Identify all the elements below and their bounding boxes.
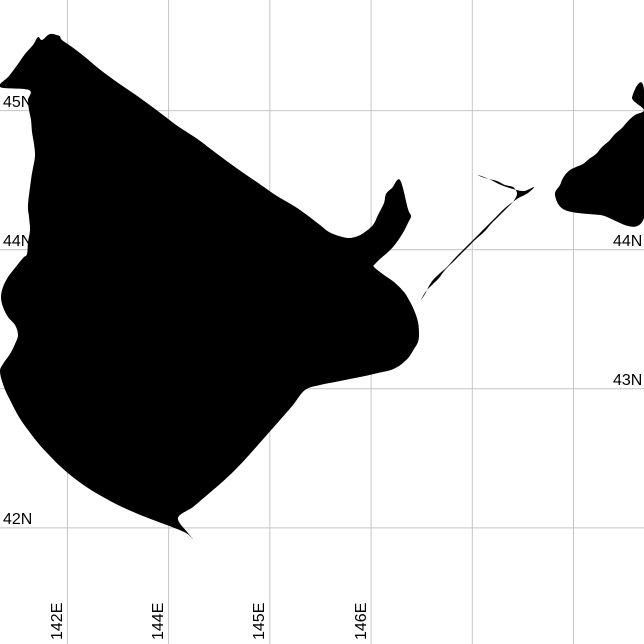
svg-text:42N: 42N bbox=[3, 511, 32, 528]
svg-text:146E: 146E bbox=[353, 603, 370, 640]
svg-text:145E: 145E bbox=[251, 603, 268, 640]
svg-text:144E: 144E bbox=[150, 603, 167, 640]
svg-text:43N: 43N bbox=[613, 372, 642, 389]
svg-text:44N: 44N bbox=[3, 233, 32, 250]
svg-text:44N: 44N bbox=[613, 233, 642, 250]
svg-text:43N: 43N bbox=[3, 372, 32, 389]
svg-text:142E: 142E bbox=[49, 603, 66, 640]
svg-text:45N: 45N bbox=[3, 94, 32, 111]
